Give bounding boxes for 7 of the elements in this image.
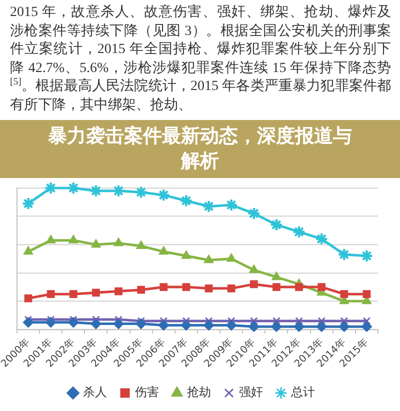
legend-label: 总计: [290, 385, 315, 400]
text: 2015 年，故意杀人、故意伤害、强奸、绑架、抢劫、爆炸及涉枪案件等持续下降（见图 3）。根据全国公安机关的刑事案件立案统计，2015 年全国持枪、爆炸犯罪案件较上年分别下降 42.7%、5.6%，涉枪涉爆犯罪案件连续 15 年保持下降态势$^{[5]}$。根据最高人民法院统计，2015 年各类严重暴力犯罪案件都有所下降，其中绑架、抢劫、: [9, 3, 392, 114]
legend-label: 抢劫: [187, 385, 211, 400]
legend-label: 杀人: [83, 385, 107, 400]
legend-label: 伤害: [135, 385, 159, 400]
chart-title: 暴力袭击案件最新动态，深度报道与解析: [0, 120, 400, 178]
legend-label: 强奸: [239, 385, 263, 400]
